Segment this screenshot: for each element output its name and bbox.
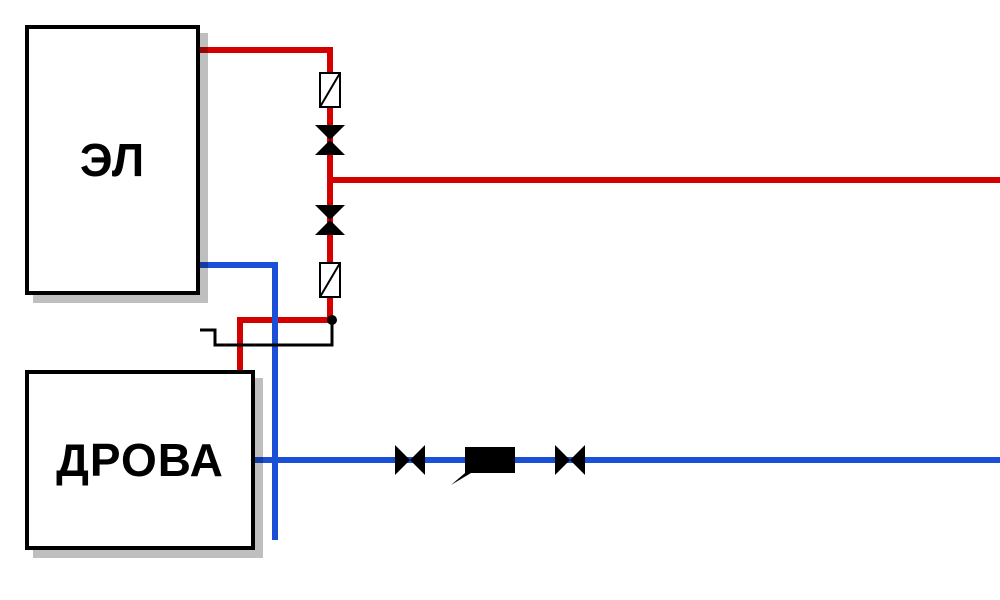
valve-cold-right xyxy=(555,445,585,475)
sensor-dot xyxy=(327,315,337,325)
check-valve-lower xyxy=(320,263,340,297)
electric-boiler-label: ЭЛ xyxy=(80,133,145,187)
valve-cold-left xyxy=(395,445,425,475)
valve-hot-upper xyxy=(315,125,345,155)
wood-boiler-label: ДРОВА xyxy=(56,433,224,487)
check-valve-upper xyxy=(320,73,340,107)
wood-boiler-box: ДРОВА xyxy=(25,370,255,550)
sensor-wire xyxy=(200,320,332,345)
electric-boiler-box: ЭЛ xyxy=(25,25,200,295)
hot-out-electric xyxy=(200,50,330,400)
circulation-pump xyxy=(451,447,515,485)
valve-hot-lower xyxy=(315,205,345,235)
